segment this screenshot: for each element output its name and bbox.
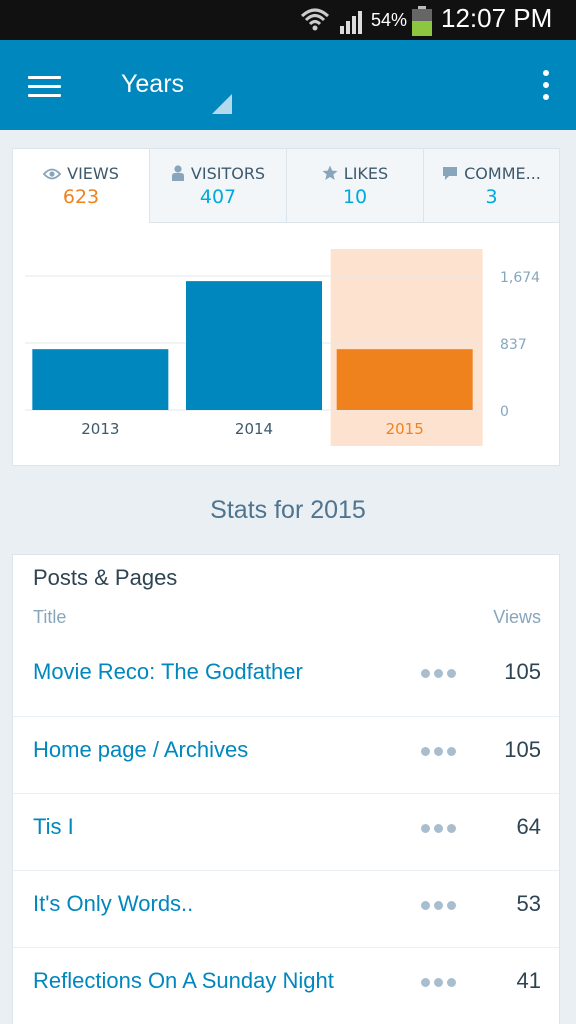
bar-2015[interactable] [336,349,473,410]
more-options-icon[interactable] [421,669,457,679]
eye-icon [42,168,62,180]
tab-visitors-value: 407 [199,186,237,208]
y-tick-label: 1,674 [500,270,540,286]
table-row[interactable]: Home page / Archives 105 [13,716,559,793]
more-options-icon[interactable] [421,901,457,911]
tab-comments-label: COMME... [464,164,541,183]
period-label: Years [121,70,185,98]
comment-icon [443,167,458,180]
tab-likes[interactable]: LIKES 10 [287,149,424,223]
y-tick-label: 0 [500,404,509,420]
stats-chart-card: VIEWS 623 VISITORS 407 LIKES 10 [12,148,560,466]
post-title-link[interactable]: Movie Reco: The Godfather [33,659,303,684]
post-title-link[interactable]: Tis I [33,814,74,839]
y-tick-label: 837 [500,337,527,353]
tab-visitors-label: VISITORS [190,164,266,183]
tab-likes-label: LIKES [343,164,389,183]
post-view-count: 53 [516,891,541,916]
more-options-icon[interactable] [421,978,457,988]
table-row[interactable]: Reflections On A Sunday Night 41 [13,947,559,1024]
bar-2013[interactable] [32,349,169,410]
post-view-count: 41 [516,968,541,993]
x-tick-label: 2014 [235,420,273,438]
battery-percent: 54% [371,10,408,30]
star-icon [322,165,338,180]
tab-comments[interactable]: COMME... 3 [424,149,559,223]
tab-views[interactable]: VIEWS 623 [13,149,150,223]
clock: 12:07 PM [441,3,553,33]
post-title-link[interactable]: Home page / Archives [33,737,249,762]
column-header-views: Views [493,607,541,627]
more-options-icon[interactable] [421,747,457,757]
more-options-icon[interactable] [421,824,457,834]
table-row[interactable]: Tis I 64 [13,793,559,870]
person-icon [171,165,184,181]
post-title-link[interactable]: Reflections On A Sunday Night [33,968,334,993]
table-row[interactable]: It's Only Words.. 53 [13,870,559,947]
column-header-title: Title [33,607,67,627]
status-bar: 54% 12:07 PM [0,0,576,40]
signal-icon [340,11,362,34]
post-view-count: 105 [504,659,541,684]
tab-likes-value: 10 [342,186,368,208]
post-view-count: 64 [516,814,541,839]
stats-period-title: Stats for 2015 [210,496,366,524]
overflow-menu-icon[interactable] [536,70,556,102]
bar-chart: 0 837 1,674 2013 2014 2015 [25,249,540,446]
dropdown-triangle-icon [212,94,232,114]
tab-visitors[interactable]: VISITORS 407 [150,149,287,223]
post-title-link[interactable]: It's Only Words.. [33,891,194,916]
tab-views-label: VIEWS [67,164,119,183]
app-bar: Years [0,40,576,130]
posts-pages-card: Posts & Pages Title Views Movie Reco: Th… [12,554,560,1024]
tab-comments-value: 3 [485,186,498,208]
tab-views-value: 623 [62,186,100,208]
posts-pages-heading: Posts & Pages [33,565,178,590]
stat-tabs: VIEWS 623 VISITORS 407 LIKES 10 [13,149,559,223]
wifi-icon [300,8,330,31]
post-view-count: 105 [504,737,541,762]
table-row[interactable]: Movie Reco: The Godfather 105 [13,639,559,716]
hamburger-menu-icon[interactable] [28,76,62,97]
bar-2014[interactable] [186,281,322,410]
x-tick-label: 2015 [386,420,424,438]
period-dropdown[interactable]: Years [100,62,236,118]
battery-icon [412,6,432,36]
x-tick-label: 2013 [81,420,119,438]
highlight-column [330,249,483,446]
